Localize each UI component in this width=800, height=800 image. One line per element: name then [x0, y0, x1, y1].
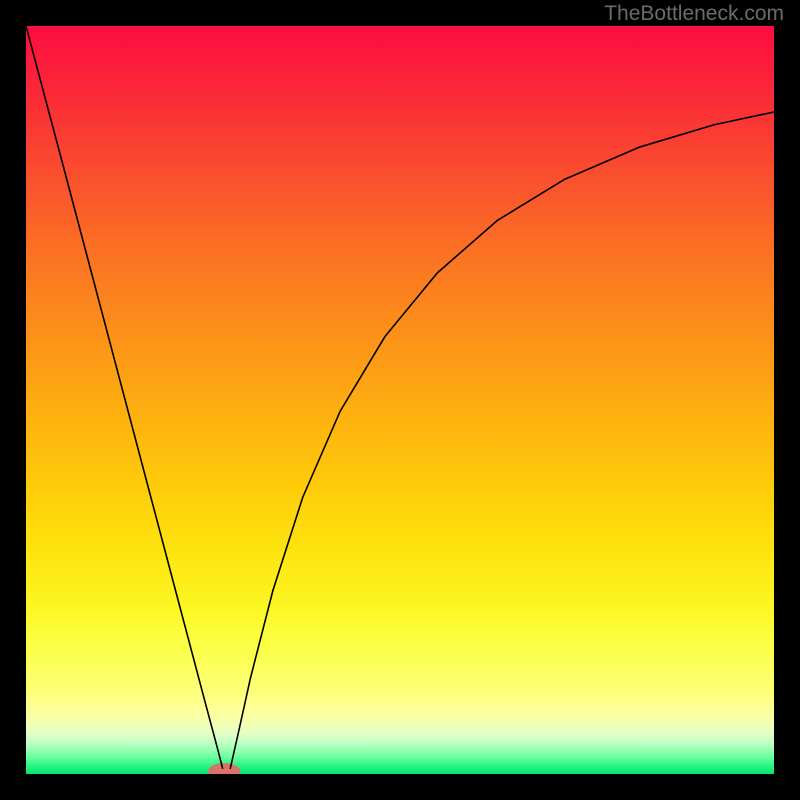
curve-right-branch — [230, 112, 774, 769]
watermark-label: TheBottleneck.com — [604, 2, 784, 26]
chart-curve-layer — [26, 26, 774, 774]
curve-left-branch — [26, 26, 223, 769]
vertex-marker — [208, 763, 240, 774]
chart-plot-area — [26, 26, 774, 774]
